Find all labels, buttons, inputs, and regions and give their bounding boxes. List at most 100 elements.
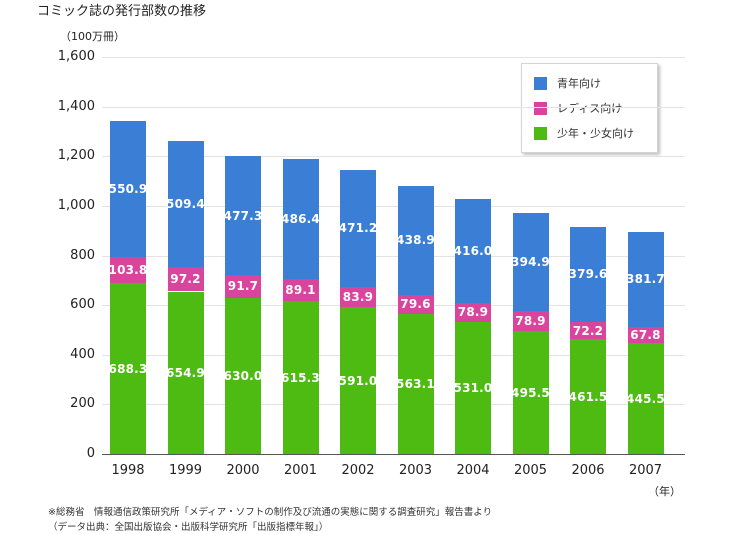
source-note: ※総務省 情報通信政策研究所「メディア・ソフトの制作及び流通の実態に関する調査研… — [48, 507, 493, 518]
bar-value-label: 654.9 — [166, 365, 205, 380]
bar-value-label: 79.6 — [400, 297, 431, 312]
gridline — [102, 57, 685, 58]
x-tick-label: 1999 — [168, 463, 203, 478]
bar-value-label: 591.0 — [338, 373, 378, 388]
bar-segment — [570, 321, 606, 340]
bar-value-label: 83.9 — [342, 289, 374, 304]
x-tick-label: 1998 — [111, 463, 145, 478]
bar-value-label: 78.9 — [457, 305, 489, 320]
bar-value-label: 394.9 — [511, 255, 550, 270]
bar-value-label: 486.4 — [281, 211, 320, 226]
bar-value-label: 531.0 — [453, 381, 493, 396]
legend-item-ladies: レディス向け — [534, 101, 622, 115]
legend-swatch-shonen-shojo — [534, 126, 547, 140]
gridline — [102, 205, 685, 207]
bar-segment — [570, 339, 606, 454]
bar-segment — [397, 314, 434, 454]
bar-segment — [512, 213, 549, 312]
chart-title: コミック誌の発行部数の推移 — [37, 4, 207, 19]
y-tick-label: 800 — [70, 247, 95, 263]
bar-segment — [397, 294, 434, 315]
y-axis-unit-label: （100万冊） — [60, 30, 125, 43]
y-tick-label: 600 — [70, 297, 95, 313]
legend-item-seinen: 青年向け — [534, 76, 601, 90]
data-source-note: （データ出典：全国出版協会・出版科学研究所「出版指標年報」） — [48, 522, 329, 533]
bar-value-label: 461.5 — [568, 389, 608, 404]
bar-value-label: 495.5 — [511, 385, 550, 400]
y-tick-label: 400 — [70, 346, 95, 362]
bar-value-label: 688.3 — [108, 361, 148, 376]
bar-segment — [225, 297, 261, 454]
bar-value-label: 67.8 — [630, 328, 661, 343]
bar-value-label: 72.2 — [572, 323, 604, 338]
bar-segment — [512, 311, 549, 332]
bar-value-label: 416.0 — [453, 244, 493, 259]
bar-segment — [110, 120, 146, 258]
bar-segment — [167, 267, 204, 292]
bar-value-label: 379.6 — [568, 267, 608, 282]
legend-item-shonen-shojo: 少年・少女向け — [534, 126, 634, 140]
legend-swatch-ladies — [534, 101, 547, 115]
x-tick-label: 2004 — [456, 463, 490, 478]
bar-segment — [282, 279, 319, 302]
bar-value-label: 438.9 — [396, 233, 435, 248]
bar-value-label: 381.7 — [626, 272, 665, 287]
legend-label-ladies: レディス向け — [557, 102, 623, 115]
y-tick-label: 0 — [86, 446, 95, 461]
bar-value-label: 91.7 — [227, 279, 259, 294]
bar-segment — [455, 322, 491, 454]
bar-segment — [340, 169, 376, 287]
x-tick-label: 2005 — [513, 463, 548, 478]
x-tick-label: 2001 — [283, 463, 318, 478]
x-tick-label: 2000 — [226, 463, 260, 478]
y-tick-label: 1,200 — [57, 148, 95, 164]
bar-segment — [627, 231, 664, 327]
bar-segment — [167, 291, 204, 454]
x-tick-label: 2007 — [628, 463, 663, 478]
bar-segment — [340, 307, 376, 454]
bar-segment — [512, 331, 549, 454]
gridline — [102, 106, 685, 108]
legend-swatch-seinen — [534, 76, 547, 90]
y-tick-label: 1,400 — [57, 98, 95, 114]
gridline — [102, 156, 685, 158]
bar-value-label: 563.1 — [396, 377, 435, 392]
gridline — [102, 354, 685, 356]
gridline — [102, 255, 685, 257]
x-tick-label: 2006 — [571, 463, 605, 478]
bar-segment — [627, 343, 664, 454]
bar-value-label: 509.4 — [166, 197, 205, 212]
y-tick-label: 200 — [70, 396, 95, 412]
bar-value-label: 103.8 — [108, 263, 148, 278]
x-tick-label: 2002 — [341, 463, 375, 478]
bar-segment — [397, 185, 434, 295]
bar-value-label: 615.3 — [281, 370, 320, 385]
x-tick-label: 2003 — [398, 463, 433, 478]
bar-segment — [167, 140, 204, 268]
bar-segment — [225, 274, 261, 298]
y-tick-label: 1,600 — [57, 49, 95, 64]
bar-value-label: 89.1 — [285, 283, 316, 298]
bar-value-label: 550.9 — [108, 182, 148, 197]
legend: 青年向け レディス向け 少年・少女向け — [521, 63, 658, 153]
bar-segment — [570, 227, 606, 322]
bar-segment — [340, 286, 376, 308]
legend-label-shonen-shojo: 少年・少女向け — [557, 127, 634, 140]
bar-segment — [110, 257, 146, 284]
gridline — [102, 404, 685, 406]
bar-value-label: 471.2 — [338, 221, 378, 236]
y-tick-label: 1,000 — [57, 197, 95, 213]
bar-value-label: 97.2 — [170, 272, 201, 287]
legend-label-seinen: 青年向け — [557, 77, 601, 90]
bar-segment — [282, 301, 319, 454]
gridline — [102, 305, 685, 307]
bar-segment — [455, 199, 491, 303]
bar-value-label: 630.0 — [223, 368, 263, 383]
bar-segment — [455, 302, 491, 323]
bar-segment — [627, 326, 664, 344]
bar-segment — [225, 156, 261, 275]
bar-value-label: 445.5 — [626, 391, 665, 406]
bar-value-label: 78.9 — [515, 314, 546, 329]
bar-segment — [110, 283, 146, 454]
bar-value-label: 477.3 — [223, 208, 263, 223]
